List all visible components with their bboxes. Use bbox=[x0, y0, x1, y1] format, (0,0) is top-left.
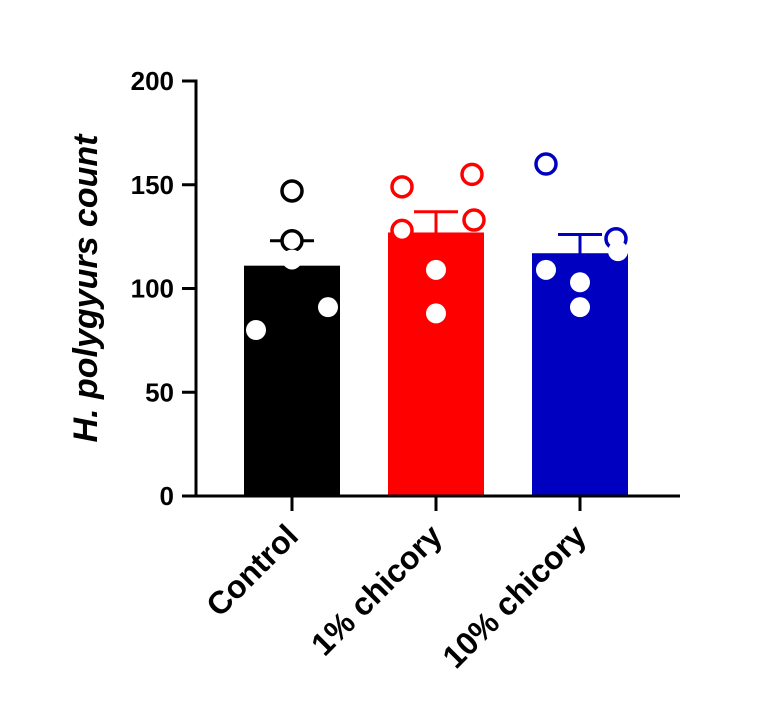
x-category-label-1: 1% chicory bbox=[304, 517, 449, 662]
data-point-2-3 bbox=[536, 259, 556, 280]
y-axis-title: H. polygyurs count bbox=[67, 133, 105, 443]
data-point-0-1 bbox=[280, 229, 304, 253]
y-tick-label-50: 50 bbox=[145, 377, 174, 407]
data-point-2-5 bbox=[570, 297, 590, 318]
points-layer bbox=[246, 152, 628, 340]
data-point-0-4 bbox=[246, 320, 266, 340]
y-tick-label-200: 200 bbox=[131, 66, 174, 96]
data-point-1-1 bbox=[460, 162, 484, 187]
data-point-2-0 bbox=[534, 152, 558, 176]
bar-2 bbox=[532, 253, 628, 496]
data-point-2-4 bbox=[570, 272, 590, 293]
x-category-label-2: 10% chicory bbox=[435, 517, 593, 675]
data-point-0-3 bbox=[318, 297, 338, 318]
data-point-1-2 bbox=[462, 208, 486, 232]
y-ticks-layer: 0 50 100 150 200 bbox=[131, 66, 196, 511]
data-point-1-3 bbox=[390, 218, 414, 243]
data-point-0-0 bbox=[280, 179, 304, 203]
data-point-1-0 bbox=[390, 175, 414, 199]
data-point-2-2 bbox=[608, 241, 628, 262]
y-tick-label-100: 100 bbox=[131, 274, 174, 304]
y-tick-label-150: 150 bbox=[131, 170, 174, 200]
y-tick-label-0: 0 bbox=[160, 481, 174, 511]
data-point-1-5 bbox=[426, 303, 446, 324]
x-category-label-0: Control bbox=[199, 517, 305, 623]
data-point-0-2 bbox=[282, 249, 302, 270]
data-point-1-4 bbox=[426, 259, 446, 280]
